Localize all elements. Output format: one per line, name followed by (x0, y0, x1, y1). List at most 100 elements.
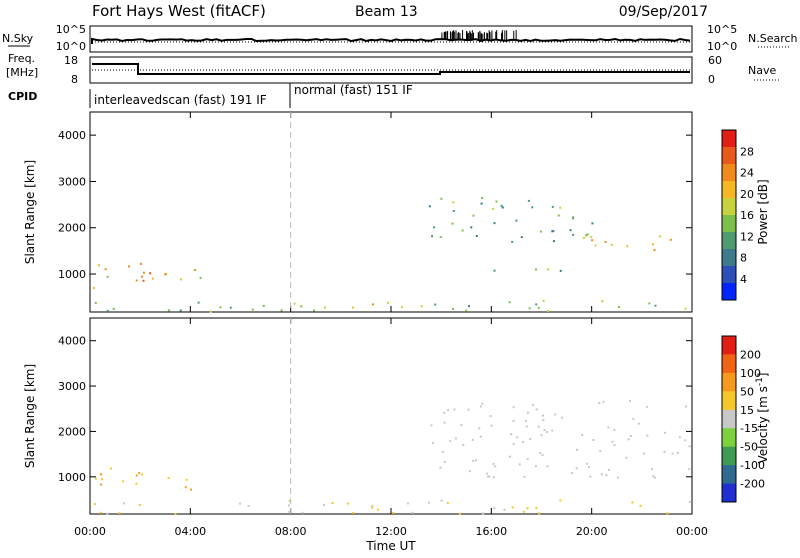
colorbar-tick-label: 28 (740, 145, 754, 158)
y-tick-label: 1000 (58, 268, 86, 281)
colorbar-frame (721, 335, 737, 503)
power-pixel (547, 268, 550, 271)
velocity-pixel (118, 512, 121, 514)
x-tick-label: 00:00 (74, 525, 106, 538)
velocity-pixel (135, 474, 138, 477)
power-pixel (179, 278, 182, 281)
velocity-pixel (535, 507, 538, 510)
velocity-pixel (632, 417, 635, 420)
velocity-pixel (407, 502, 409, 505)
velocity-pixel (122, 502, 125, 505)
velocity-pixel (167, 477, 170, 480)
velocity-pixel (301, 511, 304, 514)
velocity-pixel (684, 439, 687, 442)
power-pixel (439, 236, 442, 238)
velocity-pixel (453, 408, 456, 411)
power-pixel (571, 217, 574, 220)
colorbar-tick-label: -200 (740, 478, 765, 491)
power-pixel (586, 233, 589, 236)
velocity-pixel (492, 476, 495, 479)
colorbar-tick-label: 200 (740, 348, 761, 361)
freq-tick-bottom: 8 (71, 73, 78, 86)
velocity-pixel (106, 512, 109, 515)
velocity-pixel (629, 399, 631, 402)
colorbar-segment (722, 483, 736, 503)
velocity-pixel (526, 507, 529, 510)
velocity-pixel (138, 504, 141, 506)
power-pixel (528, 307, 531, 310)
power-pixel (511, 240, 514, 243)
nave-tick-bottom: 0 (708, 73, 715, 86)
velocity-pixel (101, 478, 104, 481)
velocity-pixel (288, 504, 290, 507)
velocity-pixel (592, 439, 595, 441)
power-pixel (179, 309, 182, 312)
freq-tick-top: 18 (64, 54, 78, 67)
power-pixel (229, 306, 232, 309)
power-pixel (531, 206, 534, 209)
colorbar-tick-label: 12 (740, 230, 754, 243)
power-pixel (559, 269, 562, 272)
velocity-pixel (522, 510, 525, 513)
velocity-pixel (581, 434, 584, 436)
velocity-colorbar: 200 100 50 15 -15 -50 -100 -200 (721, 335, 765, 503)
power-pixel (572, 216, 575, 219)
velocity-pixel (430, 424, 433, 427)
velocity-pixel (492, 463, 495, 465)
power-pixel (433, 226, 435, 229)
colorbar-segment (722, 181, 736, 199)
velocity-pixel (539, 452, 542, 454)
power-pixel (465, 309, 468, 312)
power-pixel (591, 239, 594, 242)
velocity-pixel (481, 512, 484, 515)
y-tick-label: 2000 (58, 425, 86, 438)
velocity-pixel (323, 504, 325, 506)
velocity-pixel (512, 443, 515, 445)
x-tick-label: 04:00 (174, 525, 206, 538)
power-pixel (149, 272, 152, 275)
x-tick-label: 16:00 (475, 525, 507, 538)
power-pixel (547, 310, 550, 312)
velocity-heatmap (93, 399, 691, 515)
power-pixel (500, 204, 503, 207)
freq-panel-frame (89, 56, 693, 84)
power-pixel (104, 268, 107, 271)
velocity-pixel (543, 429, 546, 431)
power-pixel (151, 277, 154, 280)
velocity-pixel (443, 460, 446, 463)
power-pixel (653, 249, 656, 252)
velocity-pixel (532, 404, 534, 407)
colorbar-segment (722, 409, 736, 429)
velocity-pixel (525, 419, 527, 422)
velocity-pixel (516, 436, 519, 439)
nave-label: Nave (748, 64, 776, 77)
power-pixel (251, 308, 254, 311)
power-pixel (452, 201, 455, 204)
power-pixel (94, 301, 97, 304)
velocity-pixel (138, 472, 141, 475)
velocity-pixel (540, 434, 543, 437)
x-tick-label: 00:00 (676, 525, 708, 538)
velocity-ylabel: Slant Range [km] (23, 364, 37, 468)
velocity-pixel (185, 478, 188, 481)
colorbar-segment (722, 249, 736, 267)
velocity-pixel (487, 475, 490, 478)
power-pixel (468, 305, 470, 308)
power-pixel (293, 302, 296, 305)
velocity-pixel (371, 506, 374, 509)
velocity-pixel (671, 452, 674, 455)
velocity-pixel (600, 473, 603, 476)
power-pixel (372, 303, 374, 306)
power-pixel (135, 279, 138, 282)
power-pixel (197, 301, 200, 304)
power-pixel (527, 199, 530, 202)
colorbar-tick-label: 24 (740, 167, 754, 180)
velocity-pixel (471, 438, 474, 441)
freq-label-top: Freq. (8, 52, 35, 65)
velocity-pixel (428, 501, 430, 504)
y-tick-label: 2000 (58, 222, 86, 235)
power-pixel (219, 306, 222, 309)
velocity-pixel (613, 444, 616, 447)
nsearch-tick-bottom: 10^0 (707, 40, 737, 53)
